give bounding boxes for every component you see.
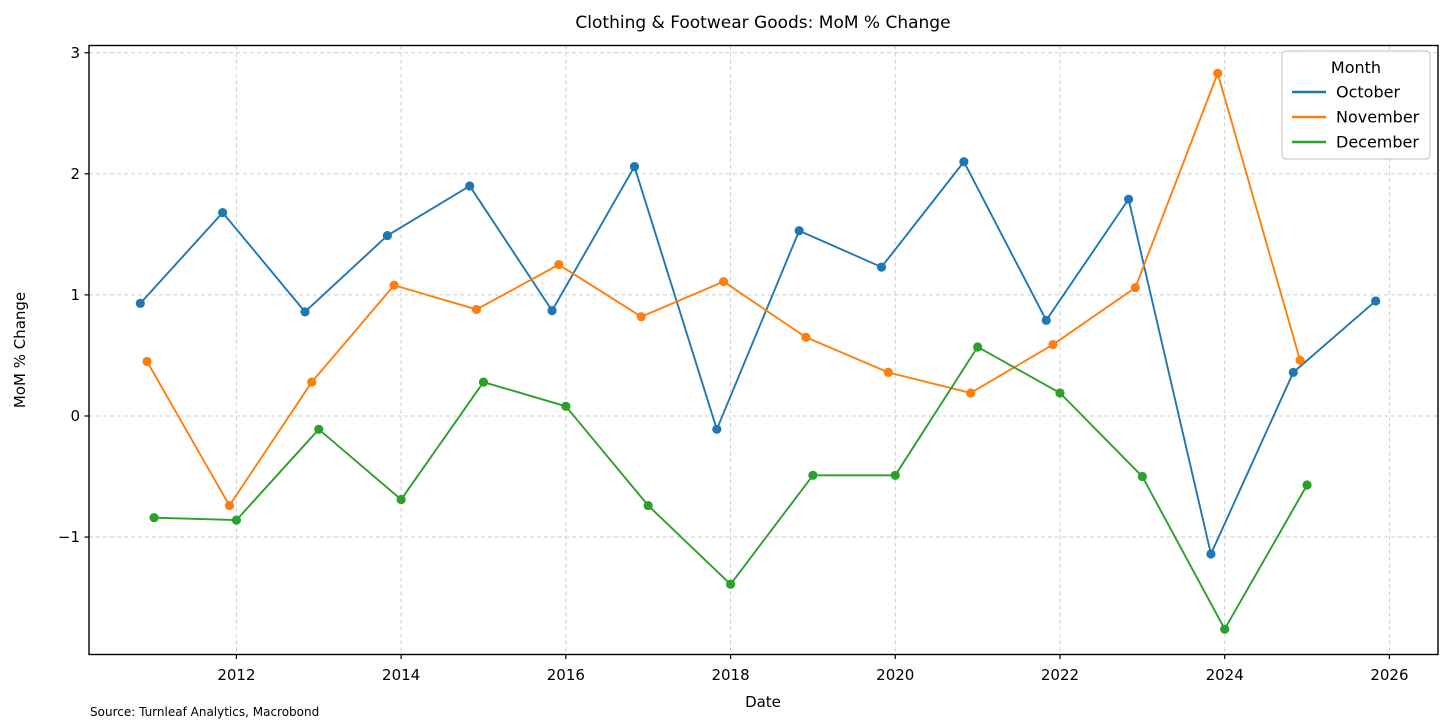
data-point-october[interactable] bbox=[959, 157, 969, 167]
data-point-november[interactable] bbox=[966, 388, 976, 398]
data-point-october[interactable] bbox=[547, 306, 557, 316]
data-point-october[interactable] bbox=[135, 298, 145, 308]
x-tick-label: 2012 bbox=[217, 666, 255, 684]
data-point-december[interactable] bbox=[231, 515, 242, 525]
data-point-november[interactable] bbox=[389, 280, 399, 290]
data-point-november[interactable] bbox=[718, 276, 729, 287]
data-point-october[interactable] bbox=[794, 226, 804, 236]
data-point-november[interactable] bbox=[1213, 68, 1223, 78]
data-point-october[interactable] bbox=[1123, 194, 1134, 204]
y-axis-label: MoM % Change bbox=[11, 292, 29, 408]
data-point-november[interactable] bbox=[636, 312, 646, 322]
legend-entry-december[interactable]: December bbox=[1292, 133, 1419, 152]
data-point-december[interactable] bbox=[561, 401, 571, 411]
y-tick-label: 2 bbox=[70, 165, 80, 183]
x-tick-label: 2018 bbox=[711, 666, 749, 684]
data-point-november[interactable] bbox=[1048, 339, 1058, 350]
gridlines bbox=[89, 45, 1438, 655]
y-tick-label: 3 bbox=[70, 44, 80, 62]
data-point-december[interactable] bbox=[1302, 480, 1312, 490]
source-note: Source: Turnleaf Analytics, Macrobond bbox=[90, 705, 319, 719]
data-point-november[interactable] bbox=[801, 332, 811, 342]
legend-label-october: October bbox=[1336, 83, 1400, 102]
data-point-october[interactable] bbox=[712, 424, 722, 434]
x-tick-label: 2026 bbox=[1370, 666, 1408, 684]
legend-box bbox=[1281, 50, 1431, 160]
data-point-december[interactable] bbox=[973, 342, 983, 352]
x-tick-label: 2022 bbox=[1041, 666, 1079, 684]
data-point-october[interactable] bbox=[300, 307, 310, 317]
legend-label-december: December bbox=[1336, 133, 1419, 152]
data-point-december[interactable] bbox=[396, 494, 406, 505]
y-tick-label: 0 bbox=[70, 407, 80, 425]
x-tick-label: 2014 bbox=[382, 666, 420, 684]
x-tick-label: 2020 bbox=[876, 666, 914, 684]
axis-ticks: 2012 2014 2016 2018 2020 2022 2024 2026 3 2 1 0 −1 bbox=[58, 44, 1409, 684]
y-tick-label: 1 bbox=[70, 286, 80, 304]
data-point-december[interactable] bbox=[890, 470, 900, 480]
data-point-november[interactable] bbox=[224, 500, 235, 511]
series-line-october bbox=[139, 160, 1377, 555]
data-point-november[interactable] bbox=[883, 367, 893, 377]
x-tick-label: 2024 bbox=[1206, 666, 1244, 684]
plot-border bbox=[88, 44, 1439, 656]
x-axis-label: Date bbox=[745, 693, 781, 711]
data-point-october[interactable] bbox=[382, 230, 392, 241]
data-point-october[interactable] bbox=[876, 262, 887, 272]
legend-entry-october[interactable]: October bbox=[1292, 83, 1400, 102]
y-tick-label: −1 bbox=[58, 528, 80, 546]
data-point-december[interactable] bbox=[643, 500, 653, 511]
data-point-october[interactable] bbox=[1371, 296, 1381, 306]
legend-entry-november[interactable]: November bbox=[1292, 108, 1420, 127]
data-point-november[interactable] bbox=[307, 377, 317, 387]
legend: Month October November December bbox=[1281, 50, 1431, 160]
data-point-november[interactable] bbox=[142, 356, 152, 367]
series-lines bbox=[135, 68, 1381, 634]
series-line-november bbox=[146, 72, 1301, 507]
data-point-december[interactable] bbox=[1137, 471, 1147, 482]
data-point-november[interactable] bbox=[1130, 283, 1140, 293]
data-point-december[interactable] bbox=[314, 424, 324, 434]
data-point-november[interactable] bbox=[471, 304, 482, 315]
data-point-december[interactable] bbox=[725, 579, 736, 589]
data-point-december[interactable] bbox=[478, 377, 489, 387]
chart-title: Clothing & Footwear Goods: MoM % Change bbox=[575, 13, 950, 33]
data-point-november[interactable] bbox=[1295, 355, 1305, 365]
data-point-november[interactable] bbox=[554, 260, 564, 270]
legend-title: Month bbox=[1331, 58, 1381, 77]
data-point-october[interactable] bbox=[1206, 549, 1216, 559]
data-point-october[interactable] bbox=[465, 181, 475, 191]
data-point-december[interactable] bbox=[149, 513, 159, 523]
x-tick-label: 2016 bbox=[547, 666, 585, 684]
legend-label-november: November bbox=[1336, 108, 1420, 127]
data-point-december[interactable] bbox=[1055, 388, 1065, 398]
data-point-december[interactable] bbox=[1220, 624, 1230, 634]
data-point-october[interactable] bbox=[1041, 315, 1051, 325]
data-point-october[interactable] bbox=[1288, 367, 1298, 377]
data-point-october[interactable] bbox=[629, 161, 640, 172]
data-point-december[interactable] bbox=[808, 470, 818, 480]
data-point-october[interactable] bbox=[218, 207, 228, 218]
